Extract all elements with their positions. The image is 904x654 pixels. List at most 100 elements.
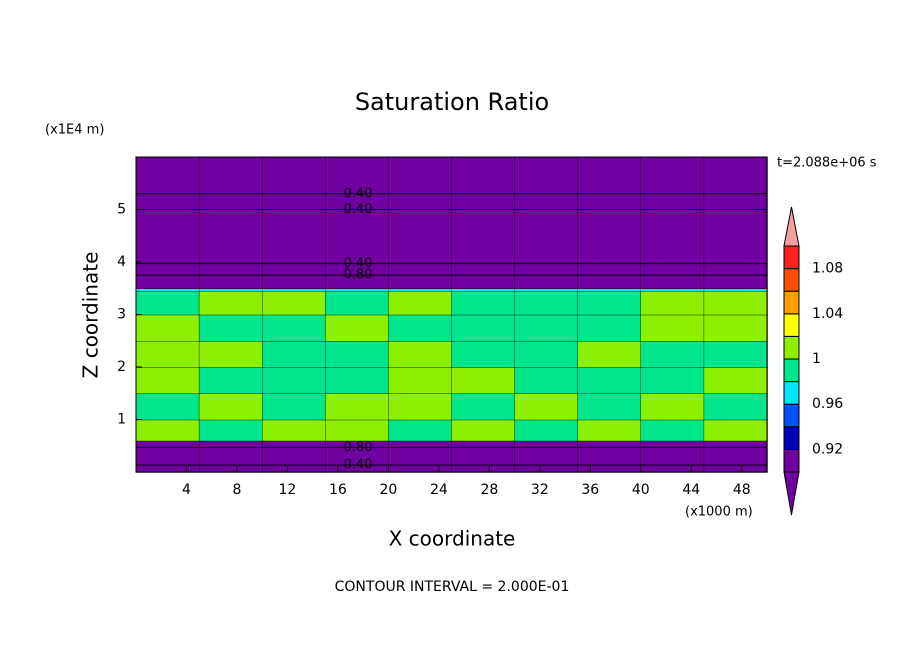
field-cell [325, 366, 390, 394]
field-cell [198, 156, 263, 289]
chart-title: Saturation Ratio [355, 88, 549, 116]
field-cell [451, 156, 516, 289]
contour-label: 0.40 [344, 256, 373, 271]
field-cell [388, 290, 453, 316]
field-cell [135, 366, 200, 394]
field-cell [514, 156, 579, 289]
field-cell [135, 419, 200, 442]
field-cell [703, 440, 768, 473]
y-tick-label: 1 [117, 412, 126, 428]
field-cell [514, 340, 579, 368]
field-cell [703, 340, 768, 368]
field-cell [451, 340, 516, 368]
y-tick-label: 5 [117, 202, 126, 218]
field-cell [135, 393, 200, 421]
field-cell [514, 419, 579, 442]
field-cell [325, 419, 390, 442]
field-cell [640, 366, 705, 394]
contour-label: 0.80 [344, 440, 373, 455]
colorbar-box [783, 381, 800, 405]
field-cell [325, 440, 390, 473]
field-cell [262, 366, 327, 394]
field-cell [325, 340, 390, 368]
field-cell [577, 393, 642, 421]
field-cell [577, 419, 642, 442]
field-cell [451, 314, 516, 342]
colorbar-above [783, 206, 800, 247]
field-cell [703, 314, 768, 342]
field-cell [262, 419, 327, 442]
field-cell [640, 340, 705, 368]
x-tick-label: 12 [279, 482, 297, 498]
field-cell [451, 440, 516, 473]
field-cell [577, 366, 642, 394]
field-cell [198, 366, 263, 394]
colorbar-tick-label: 1 [812, 351, 821, 367]
x-tick-label: 4 [182, 482, 191, 498]
field-cell [640, 290, 705, 316]
field-cell [262, 440, 327, 473]
field-cell [577, 440, 642, 473]
field-cell [388, 340, 453, 368]
field-cell [640, 156, 705, 289]
field-cell [198, 340, 263, 368]
colorbar-tick-label: 1.08 [812, 261, 843, 277]
field-cell [577, 340, 642, 368]
field-cell [640, 419, 705, 442]
x-tick-label: 48 [733, 482, 751, 498]
field-cell [451, 419, 516, 442]
field-cell [325, 393, 390, 421]
contour-label: 0.80 [344, 268, 373, 283]
field-cell [703, 366, 768, 394]
field-cell [640, 393, 705, 421]
field-cell [703, 156, 768, 289]
contour-label: 0.40 [344, 458, 373, 473]
colorbar-box [783, 313, 800, 337]
x-tick-label: 16 [329, 482, 347, 498]
field-cell [514, 440, 579, 473]
field-cell [577, 314, 642, 342]
field-cell [262, 290, 327, 316]
field-cell [388, 156, 453, 289]
x-axis-label: X coordinate [389, 527, 516, 551]
footer: CONTOUR INTERVAL = 2.000E-01 [335, 579, 570, 595]
colorbar-tick-label: 1.04 [812, 306, 843, 322]
field-cell [388, 393, 453, 421]
y-tick-label: 3 [117, 307, 126, 323]
field-cell [198, 393, 263, 421]
field-cell [577, 156, 642, 289]
field [135, 156, 768, 473]
colorbar-tick-label: 0.92 [812, 441, 843, 457]
field-cell [198, 419, 263, 442]
field-cell [703, 419, 768, 442]
field-cell [514, 314, 579, 342]
contour-label: 0.40 [344, 202, 373, 217]
colorbar-below [783, 471, 800, 516]
field-cell [451, 366, 516, 394]
colorbar-box [783, 426, 800, 450]
colorbar-box [783, 335, 800, 360]
field-cell [514, 393, 579, 421]
field-cell [198, 440, 263, 473]
field-cell [703, 393, 768, 421]
field-cell [135, 156, 200, 289]
y-axis-label: Z coordinate [79, 252, 103, 379]
colorbar-box [783, 403, 800, 428]
x-tick-label: 44 [682, 482, 700, 498]
field-cell [577, 290, 642, 316]
field-cell [514, 366, 579, 394]
field-cell [514, 290, 579, 316]
x-tick-label: 8 [232, 482, 241, 498]
colorbar-box [783, 290, 800, 315]
x-tick-label: 24 [430, 482, 448, 498]
y-unit: (x1E4 m) [45, 123, 104, 138]
x-tick-label: 32 [531, 482, 549, 498]
x-tick-label: 28 [480, 482, 498, 498]
x-tick-label: 40 [632, 482, 650, 498]
colorbar-tick-label: 0.96 [812, 396, 843, 412]
field-cell [198, 290, 263, 316]
y-tick-label: 4 [117, 254, 126, 270]
field-cell [135, 314, 200, 342]
x-tick-label: 36 [581, 482, 599, 498]
